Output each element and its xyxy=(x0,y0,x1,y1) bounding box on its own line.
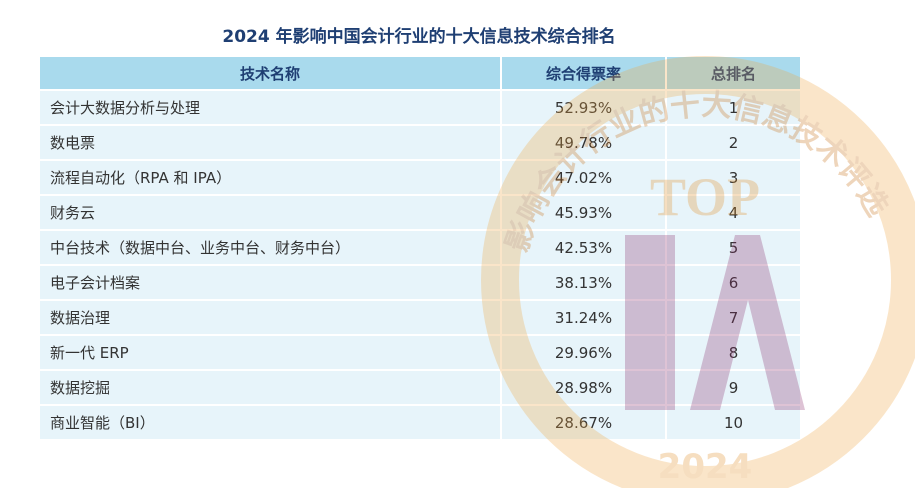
watermark-year: 2024 xyxy=(658,447,753,487)
table-body: 会计大数据分析与处理 52.93% 1 数电票 49.78% 2 流程自动化（RPA 和 I… xyxy=(38,89,802,441)
value-cell: 5 xyxy=(665,229,802,266)
value-cell: 42.53% xyxy=(500,229,667,266)
value-cell: 38.13% xyxy=(500,264,667,301)
name-cell: 财务云 xyxy=(38,194,502,231)
value-cell: 31.24% xyxy=(500,299,667,336)
name-cell: 新一代 ERP xyxy=(38,334,502,371)
table-row: 商业智能（BI） 28.67% 10 xyxy=(38,404,802,441)
table-row: 会计大数据分析与处理 52.93% 1 xyxy=(38,89,802,126)
table-row: 财务云 45.93% 4 xyxy=(38,194,802,231)
header-row: 技术名称 综合得票率 总排名 xyxy=(38,55,802,91)
name-cell: 会计大数据分析与处理 xyxy=(38,89,502,126)
table-row: 数据治理 31.24% 7 xyxy=(38,299,802,336)
table-row: 新一代 ERP 29.96% 8 xyxy=(38,334,802,371)
header-cell: 技术名称 xyxy=(38,55,502,91)
value-cell: 49.78% xyxy=(500,124,667,161)
name-cell: 流程自动化（RPA 和 IPA） xyxy=(38,159,502,196)
table-row: 流程自动化（RPA 和 IPA） 47.02% 3 xyxy=(38,159,802,196)
value-cell: 45.93% xyxy=(500,194,667,231)
ranking-table: 技术名称 综合得票率 总排名 会计大数据分析与处理 52.93% 1 数电票 49.78% 2… xyxy=(38,55,802,441)
table-row: 电子会计档案 38.13% 6 xyxy=(38,264,802,301)
value-cell: 52.93% xyxy=(500,89,667,126)
value-cell: 29.96% xyxy=(500,334,667,371)
value-cell: 3 xyxy=(665,159,802,196)
value-cell: 1 xyxy=(665,89,802,126)
value-cell: 28.98% xyxy=(500,369,667,406)
header-cell: 综合得票率 xyxy=(500,55,667,91)
header-cell: 总排名 xyxy=(665,55,802,91)
name-cell: 中台技术（数据中台、业务中台、财务中台） xyxy=(38,229,502,266)
table-row: 数据挖掘 28.98% 9 xyxy=(38,369,802,406)
value-cell: 7 xyxy=(665,299,802,336)
table-row: 数电票 49.78% 2 xyxy=(38,124,802,161)
name-cell: 数据治理 xyxy=(38,299,502,336)
value-cell: 6 xyxy=(665,264,802,301)
name-cell: 商业智能（BI） xyxy=(38,404,502,441)
value-cell: 8 xyxy=(665,334,802,371)
name-cell: 数据挖掘 xyxy=(38,369,502,406)
value-cell: 2 xyxy=(665,124,802,161)
table-title: 2024 年影响中国会计行业的十大信息技术综合排名 xyxy=(222,27,616,47)
table-row: 中台技术（数据中台、业务中台、财务中台） 42.53% 5 xyxy=(38,229,802,266)
value-cell: 10 xyxy=(665,404,802,441)
value-cell: 47.02% xyxy=(500,159,667,196)
value-cell: 28.67% xyxy=(500,404,667,441)
name-cell: 数电票 xyxy=(38,124,502,161)
value-cell: 9 xyxy=(665,369,802,406)
value-cell: 4 xyxy=(665,194,802,231)
name-cell: 电子会计档案 xyxy=(38,264,502,301)
